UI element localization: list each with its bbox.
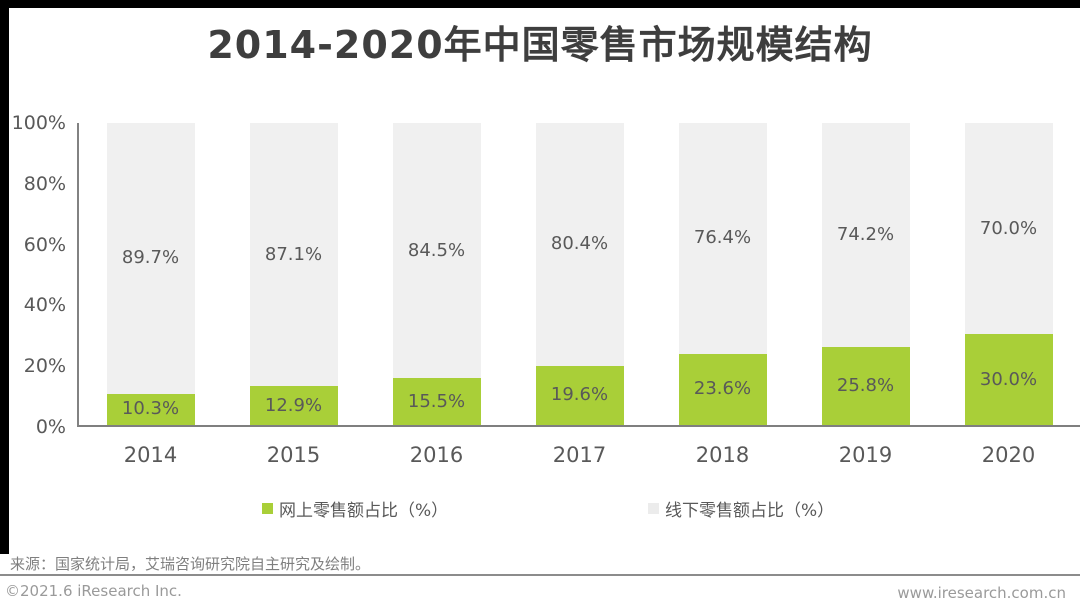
- x-axis-label: 2017: [552, 443, 607, 467]
- offline-segment: 84.5%: [392, 123, 481, 379]
- offline-segment: 70.0%: [964, 123, 1053, 335]
- y-axis: 100% 80% 60% 40% 20% 0%: [0, 112, 66, 438]
- x-axis-label: 2016: [409, 443, 464, 467]
- online-segment: 19.6%: [535, 365, 624, 425]
- bar-column-2020: 70.0% 30.0% 2020: [937, 123, 1080, 467]
- website-url: www.iresearch.com.cn: [897, 584, 1066, 602]
- offline-segment: 89.7%: [106, 123, 195, 394]
- source-note: 来源：国家统计局，艾瑞咨询研究院自主研究及绘制。: [10, 555, 371, 573]
- plot-area: 89.7% 10.3% 2014 87.1% 12.9% 2015 84.5% 15.5% 20…: [77, 123, 1080, 467]
- online-segment: 25.8%: [821, 347, 910, 425]
- offline-value-label: 70.0%: [979, 217, 1038, 239]
- online-value-label: 10.3%: [121, 398, 180, 420]
- online-value-label: 19.6%: [550, 384, 609, 406]
- stacked-bar: 70.0% 30.0%: [964, 123, 1053, 425]
- offline-segment: 80.4%: [535, 123, 624, 366]
- x-axis-label: 2019: [838, 443, 893, 467]
- bar-column-2016: 84.5% 15.5% 2016: [365, 123, 508, 467]
- online-segment: 10.3%: [106, 393, 195, 425]
- online-segment: 15.5%: [392, 378, 481, 425]
- offline-segment: 74.2%: [821, 123, 910, 348]
- x-axis-label: 2015: [266, 443, 321, 467]
- online-value-label: 15.5%: [407, 390, 466, 412]
- left-black-border: [0, 0, 9, 554]
- x-axis-label: 2018: [695, 443, 750, 467]
- offline-legend-swatch: [648, 503, 659, 514]
- bar-column-2015: 87.1% 12.9% 2015: [222, 123, 365, 467]
- y-axis-tick: 60%: [23, 233, 66, 256]
- offline-value-label: 80.4%: [550, 233, 609, 255]
- online-value-label: 12.9%: [264, 394, 323, 416]
- offline-value-label: 84.5%: [407, 239, 466, 261]
- online-segment: 12.9%: [249, 386, 338, 425]
- legend-item-offline: 线下零售额占比（%）: [648, 496, 834, 521]
- stacked-bar: 80.4% 19.6%: [535, 123, 624, 425]
- offline-value-label: 87.1%: [264, 243, 323, 265]
- online-value-label: 30.0%: [979, 368, 1038, 390]
- stacked-bar: 74.2% 25.8%: [821, 123, 910, 425]
- bar-column-2019: 74.2% 25.8% 2019: [794, 123, 937, 467]
- y-axis-tick: 100%: [11, 112, 66, 134]
- offline-value-label: 74.2%: [836, 224, 895, 246]
- offline-segment: 76.4%: [678, 123, 767, 354]
- footer-divider: [0, 574, 1080, 576]
- online-legend-swatch: [262, 503, 273, 514]
- offline-value-label: 76.4%: [693, 227, 752, 249]
- y-axis-tick: 0%: [35, 416, 66, 438]
- stacked-bar: 87.1% 12.9%: [249, 123, 338, 425]
- online-segment: 23.6%: [678, 353, 767, 425]
- y-axis-tick: 40%: [23, 294, 66, 317]
- y-axis-tick: 20%: [23, 355, 66, 378]
- stacked-bar: 89.7% 10.3%: [106, 123, 195, 425]
- x-axis-label: 2014: [123, 443, 178, 467]
- copyright-text: ©2021.6 iResearch Inc.: [5, 582, 182, 600]
- stacked-bar: 84.5% 15.5%: [392, 123, 481, 425]
- online-value-label: 23.6%: [693, 378, 752, 400]
- y-axis-tick: 80%: [23, 172, 66, 195]
- bar-column-2017: 80.4% 19.6% 2017: [508, 123, 651, 467]
- legend-item-online: 网上零售额占比（%）: [262, 496, 448, 521]
- online-value-label: 25.8%: [836, 375, 895, 397]
- offline-legend-label: 线下零售额占比（%）: [665, 501, 835, 521]
- bar-column-2018: 76.4% 23.6% 2018: [651, 123, 794, 467]
- x-axis-label: 2020: [981, 443, 1036, 467]
- offline-segment: 87.1%: [249, 123, 338, 387]
- top-black-border: [0, 0, 1080, 8]
- bar-column-2014: 89.7% 10.3% 2014: [79, 123, 222, 467]
- chart-title: 2014-2020年中国零售市场规模结构: [207, 23, 873, 67]
- stacked-bar: 76.4% 23.6%: [678, 123, 767, 425]
- online-segment: 30.0%: [964, 334, 1053, 425]
- offline-value-label: 89.7%: [121, 247, 180, 269]
- online-legend-label: 网上零售额占比（%）: [279, 501, 449, 521]
